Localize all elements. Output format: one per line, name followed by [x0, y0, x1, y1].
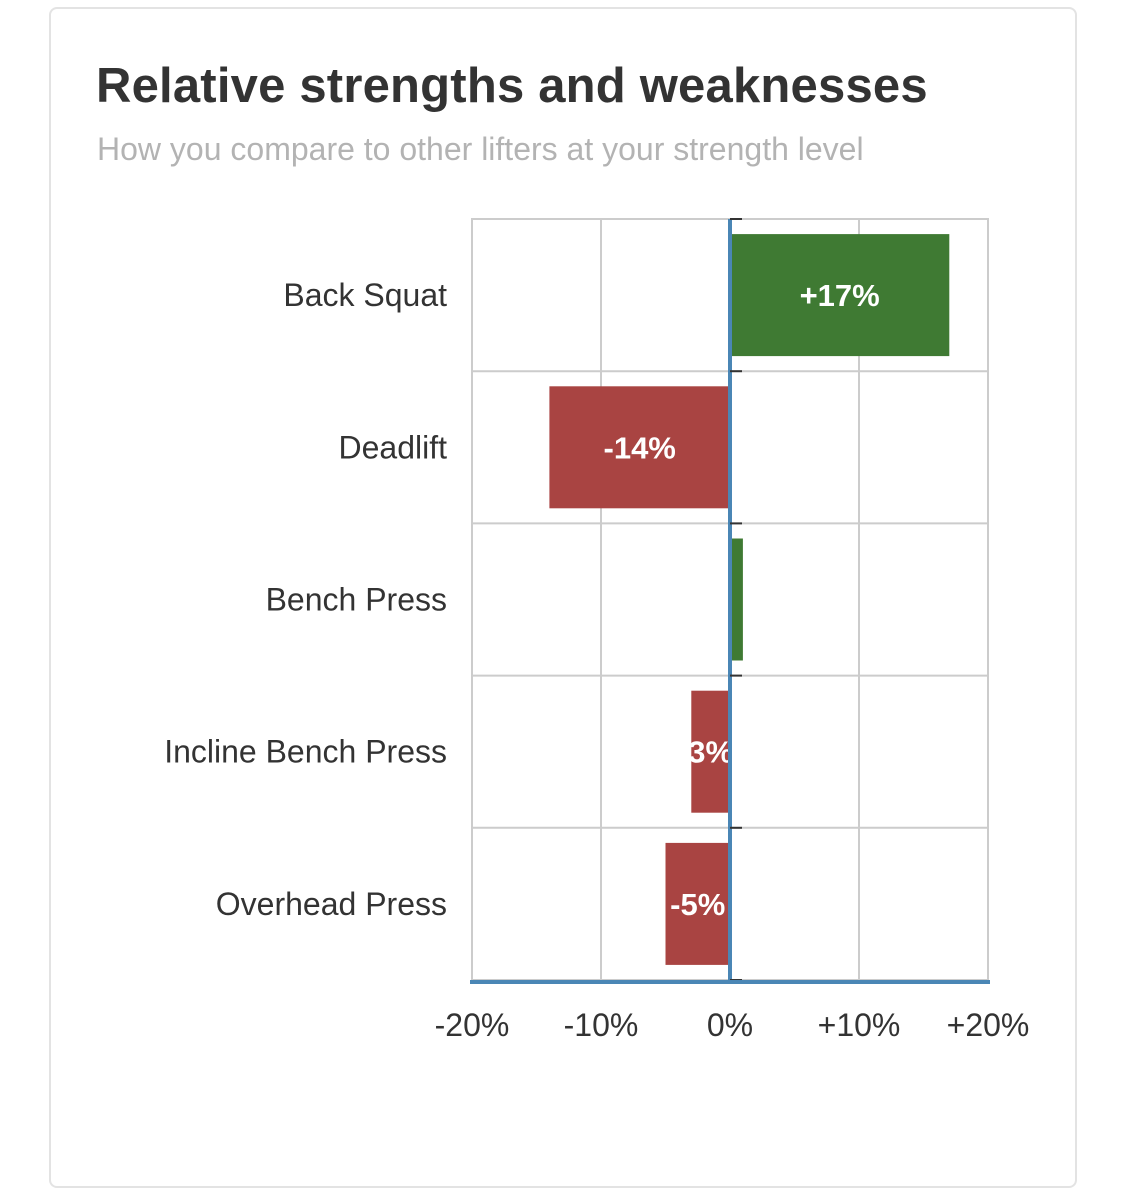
bar [730, 538, 743, 661]
category-label: Deadlift [339, 429, 448, 465]
category-label: Back Squat [283, 277, 447, 313]
x-tick-label: -20% [435, 1007, 510, 1043]
x-tick-label: +10% [818, 1007, 901, 1043]
bar-value-label: -5% [670, 887, 725, 922]
bar-value-label: 3% [688, 735, 733, 770]
category-label: Incline Bench Press [164, 734, 447, 770]
category-label: Overhead Press [216, 886, 447, 922]
bar [549, 386, 730, 509]
category-label: Bench Press [266, 582, 447, 618]
bar-value-label: +17% [800, 278, 880, 313]
x-tick-label: -10% [564, 1007, 639, 1043]
x-tick-label: 0% [707, 1007, 753, 1043]
chart-subtitle: How you compare to other lifters at your… [97, 131, 864, 167]
bar-value-label: -14% [604, 430, 676, 465]
bar [691, 690, 730, 813]
bar [730, 234, 950, 357]
bar [665, 842, 730, 965]
chart-title: Relative strengths and weaknesses [96, 59, 928, 113]
x-tick-label: +20% [947, 1007, 1030, 1043]
